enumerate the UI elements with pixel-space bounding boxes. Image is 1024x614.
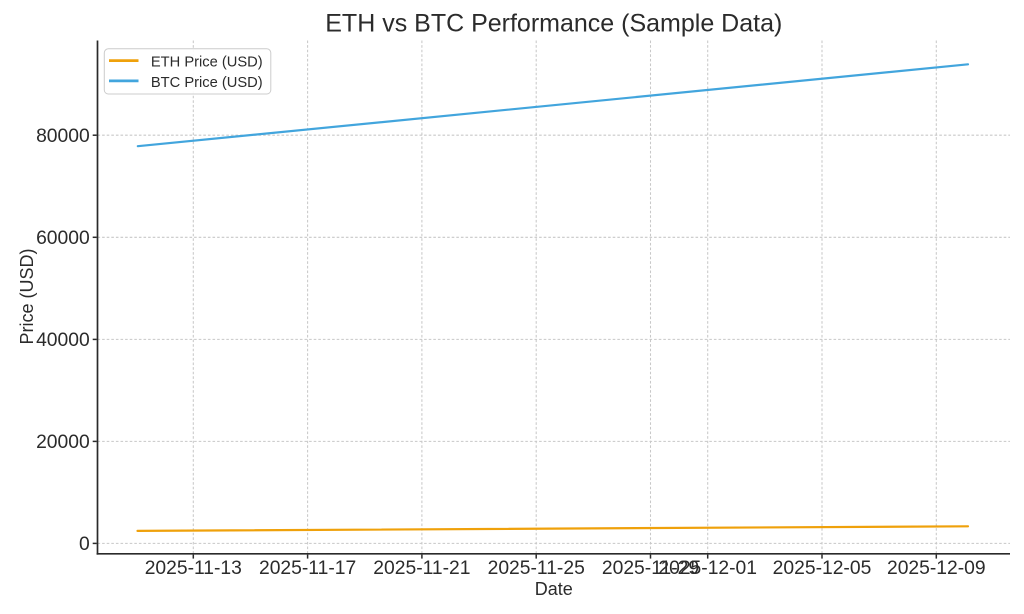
svg-text:40000: 40000 bbox=[36, 330, 90, 351]
svg-text:2025-12-09: 2025-12-09 bbox=[887, 558, 986, 579]
svg-text:20000: 20000 bbox=[36, 432, 90, 453]
svg-text:Date: Date bbox=[535, 579, 573, 599]
svg-text:Price (USD): Price (USD) bbox=[17, 248, 37, 344]
svg-text:2025-11-25: 2025-11-25 bbox=[488, 558, 585, 579]
svg-text:2025-11-13: 2025-11-13 bbox=[145, 558, 242, 579]
svg-text:80000: 80000 bbox=[36, 126, 90, 147]
svg-text:60000: 60000 bbox=[36, 228, 90, 249]
svg-text:2025-12-01: 2025-12-01 bbox=[658, 558, 757, 579]
svg-text:2025-11-29: 2025-11-29 bbox=[602, 558, 699, 579]
svg-text:2025-11-17: 2025-11-17 bbox=[259, 558, 356, 579]
svg-text:ETH Price (USD): ETH Price (USD) bbox=[151, 55, 263, 71]
svg-text:BTC Price (USD): BTC Price (USD) bbox=[151, 75, 263, 91]
svg-text:2025-12-05: 2025-12-05 bbox=[773, 558, 872, 579]
svg-text:2025-11-21: 2025-11-21 bbox=[373, 558, 470, 579]
svg-text:ETH vs BTC Performance (Sample: ETH vs BTC Performance (Sample Data) bbox=[325, 10, 782, 38]
svg-text:0: 0 bbox=[79, 534, 90, 555]
